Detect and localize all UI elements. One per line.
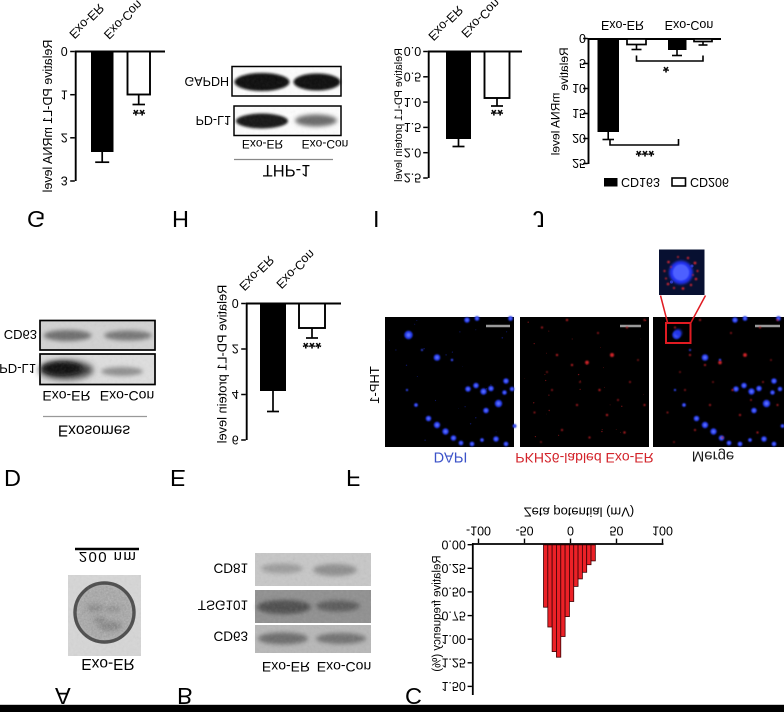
svg-text:1: 1 [61, 87, 68, 101]
svg-text:GAPDH: GAPDH [185, 74, 229, 88]
svg-text:0.0: 0.0 [404, 44, 421, 58]
svg-text:1.5: 1.5 [404, 120, 421, 134]
svg-text:Relative: Relative [557, 47, 571, 91]
svg-text:B: B [177, 683, 193, 709]
svg-text:Relative PD-L1 protein level: Relative PD-L1 protein level [215, 285, 230, 444]
svg-text:1.25: 1.25 [441, 656, 465, 670]
svg-text:PD-L1: PD-L1 [196, 113, 231, 127]
svg-text:25: 25 [572, 156, 586, 170]
svg-text:CD163: CD163 [621, 175, 660, 189]
svg-text:***: *** [303, 334, 322, 351]
svg-text:0.50: 0.50 [441, 585, 465, 599]
svg-text:THP-1: THP-1 [263, 161, 311, 179]
svg-text:Exo-Con: Exo-Con [317, 659, 371, 675]
svg-text:2.0: 2.0 [404, 145, 421, 159]
svg-text:**: ** [133, 101, 146, 118]
svg-text:Exo-ER: Exo-ER [66, 1, 106, 41]
svg-text:6: 6 [232, 433, 239, 447]
svg-text:D: D [4, 465, 21, 491]
svg-text:0: 0 [61, 44, 68, 58]
svg-text:Exo-Con: Exo-Con [273, 247, 317, 291]
svg-text:Merge: Merge [692, 448, 735, 465]
svg-text:Exo-ER: Exo-ER [425, 3, 465, 43]
svg-text:10: 10 [572, 81, 586, 95]
svg-text:2: 2 [61, 131, 68, 145]
svg-text:E: E [170, 465, 186, 491]
svg-text:Exo-Con: Exo-Con [665, 18, 714, 32]
svg-text:Exo-ER: Exo-ER [81, 655, 134, 672]
svg-text:0: 0 [579, 31, 586, 45]
svg-text:Exo-Con: Exo-Con [100, 388, 154, 404]
svg-text:0: 0 [232, 296, 239, 310]
svg-text:Relative PD-L1 mRNA level: Relative PD-L1 mRNA level [41, 40, 55, 193]
svg-text:CD63: CD63 [213, 629, 248, 644]
svg-text:1.50: 1.50 [441, 679, 465, 693]
svg-text:Zeta potential (mV): Zeta potential (mV) [524, 505, 635, 520]
svg-text:Exo-ER: Exo-ER [242, 137, 284, 151]
svg-text:0.00: 0.00 [441, 538, 465, 552]
svg-text:0.25: 0.25 [441, 561, 465, 575]
svg-text:0.75: 0.75 [441, 608, 465, 622]
svg-text:H: H [172, 206, 189, 232]
svg-text:CD206: CD206 [690, 175, 729, 189]
svg-text:-100: -100 [466, 524, 491, 538]
svg-text:Exo-Con: Exo-Con [458, 0, 502, 40]
svg-text:**: ** [491, 101, 504, 118]
svg-text:I: I [373, 206, 380, 232]
svg-text:4: 4 [232, 387, 239, 401]
svg-text:Exo-Con: Exo-Con [101, 0, 145, 42]
svg-text:***: *** [636, 142, 655, 159]
svg-text:Exosomes: Exosomes [58, 422, 131, 439]
svg-text:DAPI: DAPI [434, 449, 468, 465]
svg-text:5: 5 [579, 56, 586, 70]
svg-text:C: C [405, 683, 422, 709]
svg-text:0: 0 [567, 524, 574, 538]
svg-text:TSG101: TSG101 [198, 598, 248, 613]
svg-text:2.5: 2.5 [404, 171, 421, 185]
svg-text:1.0: 1.0 [404, 95, 421, 109]
svg-text:F: F [346, 465, 360, 491]
svg-text:CD81: CD81 [213, 561, 248, 576]
svg-text:Relative frequency (%): Relative frequency (%) [432, 555, 444, 671]
svg-text:20: 20 [572, 131, 586, 145]
svg-text:Exo-ER: Exo-ER [236, 253, 276, 293]
svg-text:1.00: 1.00 [441, 632, 465, 646]
svg-text:Exo-ER: Exo-ER [262, 659, 310, 675]
svg-text:0.5: 0.5 [404, 70, 421, 84]
svg-text:Exo-ER: Exo-ER [601, 18, 644, 32]
svg-text:CD63: CD63 [4, 327, 37, 342]
svg-text:Exo-ER: Exo-ER [42, 388, 90, 404]
svg-text:100: 100 [652, 524, 673, 538]
svg-text:200 nm: 200 nm [79, 548, 137, 565]
svg-text:3: 3 [61, 174, 68, 188]
svg-text:*: * [663, 58, 670, 75]
svg-text:mRNA level: mRNA level [549, 93, 563, 156]
svg-text:50: 50 [610, 524, 624, 538]
svg-text:15: 15 [572, 106, 586, 120]
svg-text:A: A [55, 683, 71, 709]
svg-text:-50: -50 [515, 524, 533, 538]
svg-text:G: G [27, 206, 45, 232]
svg-text:Exo-Con: Exo-Con [302, 137, 349, 151]
svg-text:J: J [533, 206, 545, 232]
svg-text:Relative PD-L1 protein level: Relative PD-L1 protein level [393, 48, 405, 182]
svg-text:THP-1: THP-1 [367, 366, 382, 404]
svg-text:2: 2 [232, 342, 239, 356]
svg-text:PD-L1: PD-L1 [0, 361, 36, 376]
svg-text:PKH26-labled Exo-ER: PKH26-labled Exo-ER [515, 450, 654, 466]
